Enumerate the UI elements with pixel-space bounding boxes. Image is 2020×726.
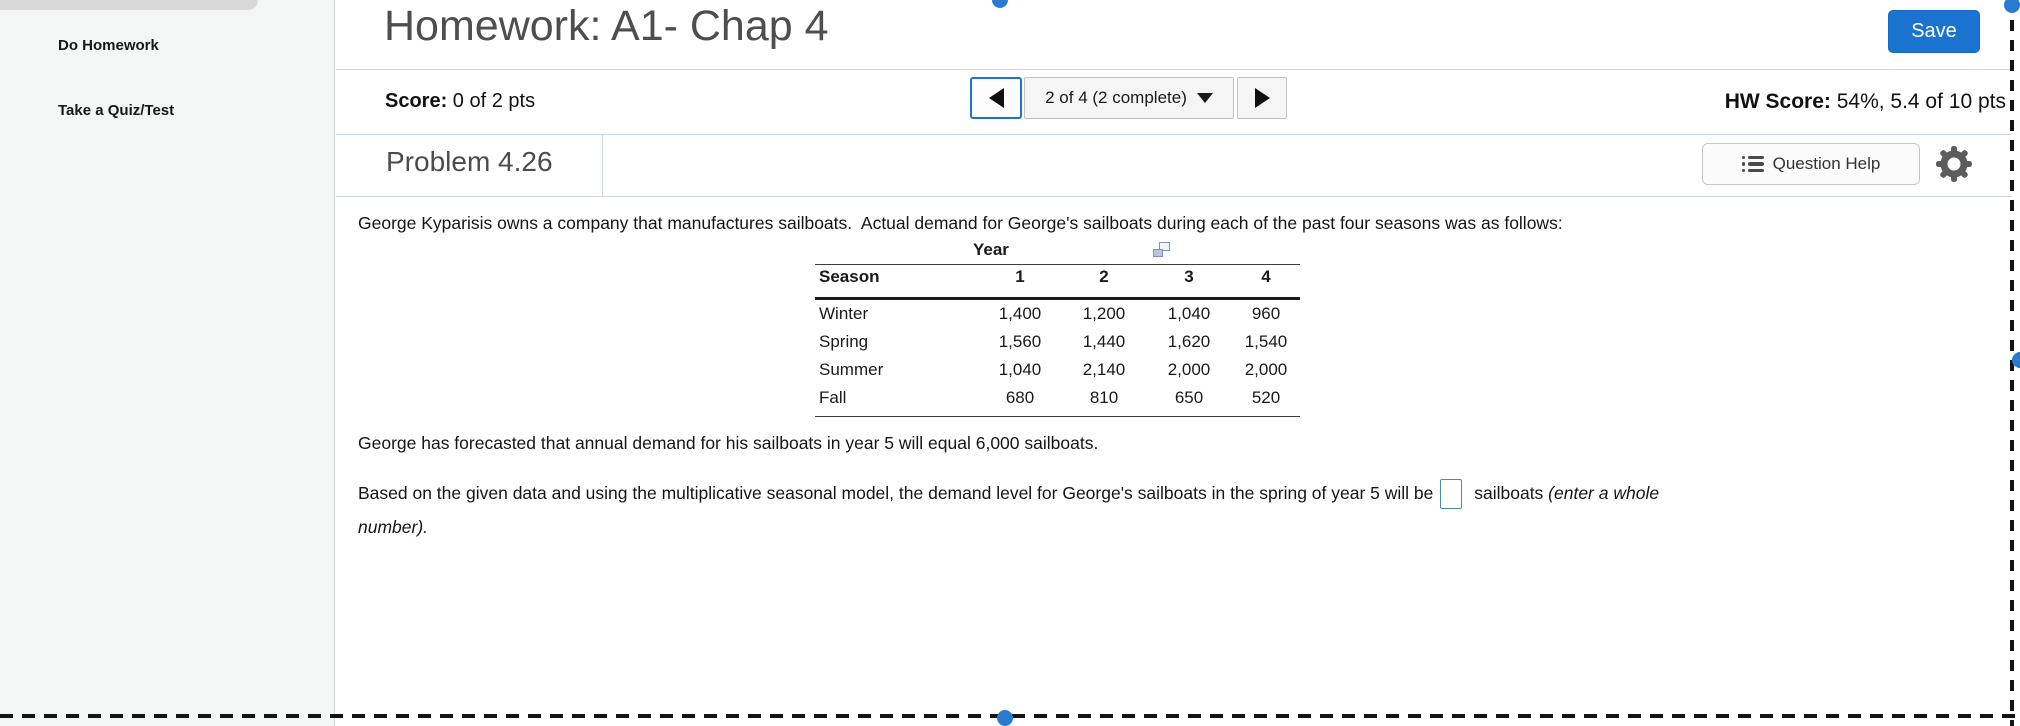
column-header: 1: [1015, 267, 1025, 286]
selection-handle-bottom-center[interactable]: [997, 710, 1013, 726]
selection-handle-right-middle[interactable]: [2012, 352, 2020, 368]
problem-divider: [336, 196, 2012, 197]
header-divider: [336, 69, 2012, 70]
table-cell: Summer: [819, 360, 884, 379]
question-help-label: Question Help: [1772, 154, 1881, 173]
sidebar: Do Homework Take a Quiz/Test: [0, 0, 335, 726]
page-title: Homework: A1- Chap 4: [384, 2, 829, 50]
question-after-text: sailboats: [1469, 483, 1549, 503]
problem-title-divider: [602, 135, 603, 196]
problem-intro-text: George Kyparisis owns a company that man…: [358, 213, 1563, 233]
table-row: Fall 680 810 650 520: [815, 388, 1300, 408]
answer-input[interactable]: [1440, 479, 1463, 510]
table-cell: 1,560: [998, 332, 1042, 351]
question-selector-dropdown[interactable]: 2 of 4 (2 complete): [1024, 77, 1234, 119]
score-text: Score: 0 of 2 pts: [385, 90, 535, 113]
problem-title: Problem 4.26: [386, 146, 553, 177]
selection-handle-top-center[interactable]: [992, 0, 1008, 8]
question-help-button[interactable]: Question Help: [1702, 143, 1920, 185]
table-cell: Spring: [819, 332, 869, 351]
table-cell: 520: [1251, 388, 1281, 407]
table-cell: 1,040: [998, 360, 1042, 379]
column-header: 2: [1099, 267, 1109, 286]
sidebar-top-strip: [0, 0, 258, 10]
chevron-down-icon: [1196, 93, 1213, 103]
table-cell: 2,000: [1244, 360, 1288, 379]
question-text: Based on the given data and using the mu…: [358, 476, 1690, 544]
table-cell: Winter: [819, 304, 869, 323]
score-label: Score:: [385, 90, 448, 112]
table-cell: 1,440: [1082, 332, 1126, 351]
previous-question-button[interactable]: [970, 77, 1022, 119]
save-button[interactable]: Save: [1888, 10, 1980, 53]
table-group-header: Year: [973, 240, 1009, 259]
hw-score-label: HW Score:: [1724, 90, 1831, 113]
table-cell: 1,040: [1167, 304, 1211, 323]
table-row: Spring 1,560 1,440 1,620 1,540: [815, 332, 1300, 352]
table-cell: 810: [1089, 388, 1119, 407]
forecast-text: George has forecasted that annual demand…: [358, 433, 1099, 453]
score-divider: [336, 134, 2012, 135]
question-italic-text: (enter a whole number).: [358, 483, 1660, 538]
table-cell: 960: [1251, 304, 1281, 323]
column-header: 4: [1261, 267, 1271, 286]
list-icon: [1741, 155, 1764, 173]
table-header-row: Season 1 2 3 4: [815, 267, 1300, 287]
table-row: Winter 1,400 1,200 1,040 960: [815, 304, 1300, 324]
table-cell: 1,400: [998, 304, 1042, 323]
hw-score-text: HW Score: 54%, 5.4 of 10 pts: [1725, 90, 2006, 114]
hw-score-value: 54%, 5.4 of 10 pts: [1830, 90, 2006, 113]
sidebar-item-do-homework[interactable]: Do Homework: [58, 37, 159, 54]
column-header: Season: [819, 267, 880, 286]
selection-handle-top-right[interactable]: [2004, 0, 2020, 13]
table-rule-header: [815, 297, 1300, 300]
question-before-text: Based on the given data and using the mu…: [358, 483, 1434, 503]
right-arrow-icon: [1254, 88, 1270, 108]
left-arrow-icon: [988, 88, 1004, 108]
table-cell: 650: [1174, 388, 1204, 407]
table-row: Summer 1,040 2,140 2,000 2,000: [815, 360, 1300, 380]
table-cell: 1,200: [1082, 304, 1126, 323]
question-selector-label: 2 of 4 (2 complete): [1045, 88, 1187, 107]
table-cell: 1,620: [1167, 332, 1211, 351]
table-cell: 680: [1005, 388, 1035, 407]
copy-icon[interactable]: [1153, 242, 1170, 257]
table-cell: Fall: [819, 388, 847, 407]
table-cell: 1,540: [1244, 332, 1288, 351]
sidebar-item-take-quiz-test[interactable]: Take a Quiz/Test: [58, 102, 175, 119]
table-cell: 2,000: [1167, 360, 1211, 379]
next-question-button[interactable]: [1237, 77, 1287, 119]
score-value: 0 of 2 pts: [447, 90, 536, 112]
gear-icon[interactable]: [1936, 146, 1972, 182]
column-header: 3: [1184, 267, 1194, 286]
table-rule-bottom: [815, 416, 1300, 417]
table-cell: 2,140: [1082, 360, 1126, 379]
table-rule-top: [815, 264, 1300, 265]
